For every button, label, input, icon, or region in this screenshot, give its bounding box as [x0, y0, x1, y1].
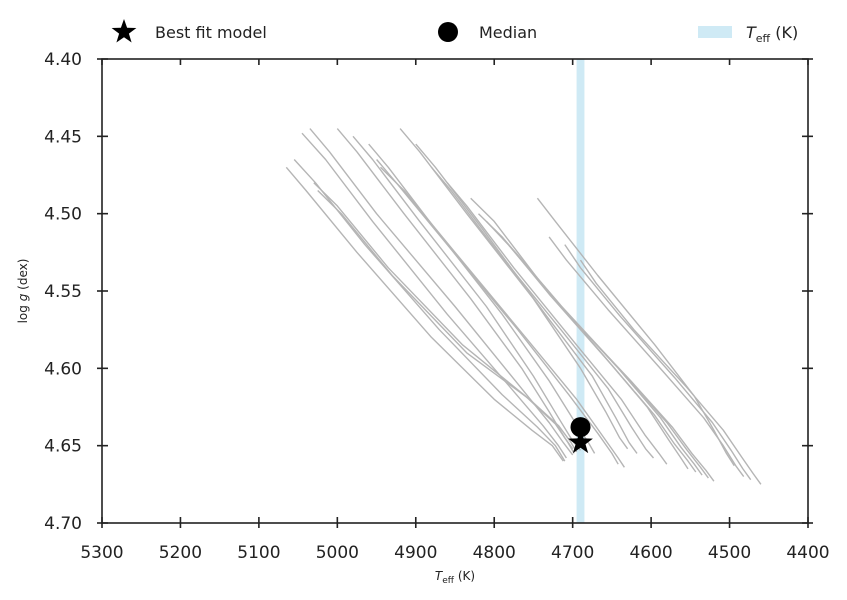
x-tick-label: 5000	[316, 543, 359, 563]
legend-label-median: Median	[479, 23, 537, 42]
y-tick-label: 4.60	[44, 359, 82, 379]
track-line	[579, 259, 762, 485]
legend-item-median: Median	[438, 22, 537, 42]
plot-frame	[101, 58, 809, 524]
track-line	[301, 132, 567, 459]
legend-star-icon	[111, 19, 137, 43]
track-line	[317, 190, 578, 453]
track-line	[285, 166, 564, 462]
y-axis-label-pre: log	[16, 301, 30, 323]
x-axis-label-sub: eff	[442, 576, 455, 586]
x-tick-label: 5300	[80, 543, 123, 563]
track-line	[399, 128, 629, 450]
y-axis-label: log g (dex)	[16, 259, 30, 324]
track-line	[380, 166, 625, 468]
y-tick-label: 4.65	[44, 437, 82, 457]
legend-teff-main: T	[746, 23, 757, 42]
x-tick-label: 4600	[629, 543, 672, 563]
track-line	[564, 244, 752, 481]
y-axis-label-var: g	[16, 293, 30, 301]
legend-circle-icon	[438, 22, 458, 42]
x-tick-label: 4900	[394, 543, 437, 563]
y-tick-label: 4.50	[44, 205, 82, 225]
track-line	[336, 128, 574, 450]
x-tick-label: 4700	[551, 543, 594, 563]
track-line	[313, 182, 575, 454]
median-marker	[570, 417, 591, 438]
track-line	[548, 236, 745, 478]
y-tick-label: 4.55	[44, 282, 82, 302]
track-line	[376, 159, 619, 465]
y-axis-ticks: 4.40 4.45 4.50 4.55 4.60 4.65 4.70	[44, 50, 813, 534]
legend-item-teff: Teff (K)	[698, 23, 798, 45]
legend-label-teff: Teff (K)	[746, 23, 798, 45]
teff-band	[576, 59, 585, 523]
x-tick-label: 4400	[786, 543, 829, 563]
y-tick-label: 4.45	[44, 127, 82, 147]
x-tick-label: 4500	[708, 543, 751, 563]
legend-label-best-fit: Best fit model	[155, 23, 267, 42]
legend-band-swatch	[698, 26, 732, 38]
track-line	[446, 182, 668, 465]
track-lines	[285, 128, 762, 485]
x-axis-label-main: T	[435, 569, 444, 583]
x-tick-label: 4800	[473, 543, 516, 563]
y-tick-label: 4.40	[44, 50, 82, 70]
legend-teff-sub: eff	[756, 32, 771, 45]
best-fit-star-marker	[568, 429, 593, 454]
y-tick-label: 4.70	[44, 514, 82, 534]
track-line	[501, 236, 715, 482]
legend-teff-unit: (K)	[770, 23, 798, 42]
x-tick-label: 5100	[237, 543, 280, 563]
track-line	[415, 143, 638, 454]
legend-item-best-fit: Best fit model	[111, 19, 267, 43]
track-line	[309, 128, 574, 456]
x-tick-label: 5200	[159, 543, 202, 563]
track-line	[536, 197, 735, 467]
track-line	[352, 135, 582, 451]
track-line	[430, 166, 655, 459]
y-axis-label-unit: (dex)	[16, 259, 30, 294]
plot-area: 5300 5200 5100 5000 4900 4800 4700 4600 4500 4400…	[44, 50, 829, 563]
legend: Best fit model Median Teff (K)	[111, 19, 798, 45]
x-axis-label-unit: (K)	[454, 569, 475, 583]
x-axis-label: Teff (K)	[435, 569, 475, 586]
x-axis-ticks: 5300 5200 5100 5000 4900 4800 4700 4600 4500 4400	[80, 59, 830, 563]
